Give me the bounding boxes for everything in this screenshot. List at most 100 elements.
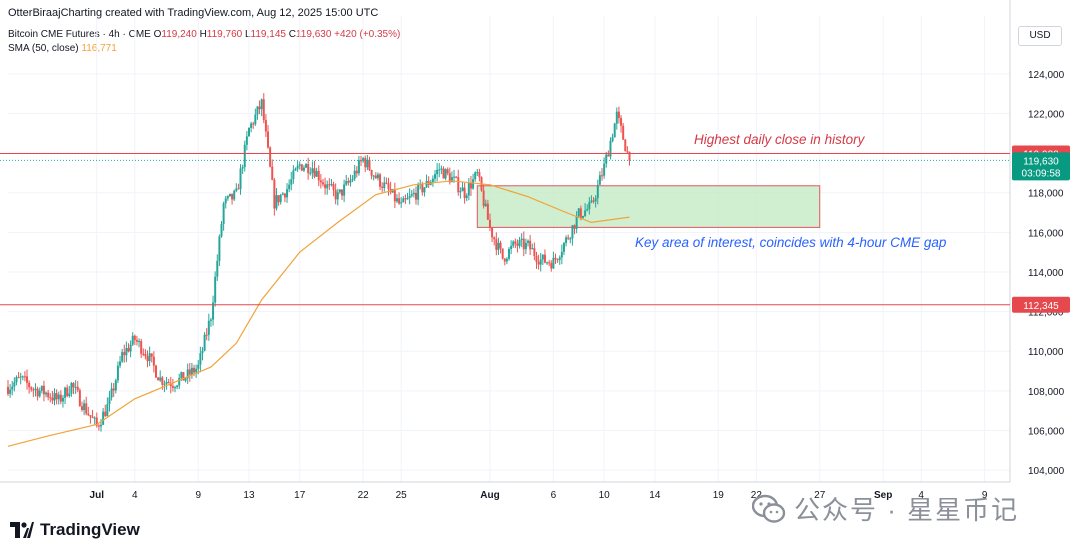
low-label: L [244,29,251,40]
candle-body [144,354,147,357]
candle-body [38,390,41,397]
candle-body [345,181,348,185]
candle-body [26,376,29,383]
chart-credit: OtterBiraajCharting created with Trading… [8,7,379,19]
symbol-legend: Bitcoin CME Futures · 4h · CME O119,240 … [8,29,400,40]
y-tick-label: 112,000 [1028,308,1064,319]
candle-body [573,225,576,229]
x-tick-label: 22 [358,490,370,501]
candle-body [176,385,179,388]
candle-body [121,352,124,362]
candle-body [615,111,618,124]
candle-body [281,193,284,195]
candle-body [83,403,86,410]
candle-body [138,341,141,343]
annotation-2: Key area of interest, coincides with 4-h… [635,235,947,250]
candle-body [159,377,162,381]
open-value: 119,240 [161,29,197,40]
candle-body [518,240,521,246]
candle-body [577,208,580,217]
candle-body [254,114,257,125]
candle-body [100,424,103,427]
candle-body [313,168,316,177]
candle-body [393,189,396,202]
candle-body [624,139,627,152]
candle-body [119,361,122,366]
brand-name: TradingView [40,520,140,539]
candle-body [271,166,274,180]
candle-body [30,387,33,390]
candle-body [379,174,382,187]
candle-body [355,170,358,174]
tradingview-logo-icon [10,522,34,538]
candle-body [571,225,574,239]
candle-body [273,179,276,209]
x-tick-label: 10 [599,490,611,501]
candle-body [216,260,219,277]
candle-body [406,197,409,200]
candle-body [231,193,234,200]
candle-body [611,137,614,141]
x-tick-label: 25 [396,490,408,501]
candle-body [565,237,568,244]
candle-body [353,170,356,179]
candle-body [36,388,39,397]
candle-body [317,170,320,181]
candle-body [307,164,310,174]
candle-body [554,257,557,260]
candle-body [180,372,183,378]
low-value: 119,145 [250,29,286,40]
candle-body [364,158,367,168]
candle-body [131,335,134,345]
candle-body [497,242,500,250]
candle-body [108,397,111,405]
candle-body [381,186,384,188]
candle-body [347,181,350,183]
currency-selector[interactable]: USD [1018,26,1062,46]
candle-body [349,180,352,183]
candle-body [584,210,587,217]
candle-body [290,179,293,185]
candle-body [343,184,346,196]
candle-body [531,248,534,250]
last-price-tag [1012,152,1070,181]
candle-body [11,386,14,390]
candle-body [478,172,481,178]
candle-body [32,389,35,391]
candle-body [228,193,231,197]
candle-body [321,182,324,185]
candle-body [169,383,172,387]
candle-body [543,254,546,263]
candle-body [330,184,333,186]
candle-body [324,184,327,189]
candle-body [431,178,434,183]
candle-body [171,386,174,388]
candle-body [461,187,464,192]
candle-body [469,183,472,189]
candle-body [220,224,223,237]
candle-body [510,245,513,250]
candle-body [269,147,272,167]
candle-body [414,192,417,200]
candle-body [622,125,625,140]
candle-body [262,99,265,121]
candle-body [133,335,136,341]
candle-body [195,368,198,373]
candle-body [226,196,229,199]
candle-body [558,257,561,260]
candle-body [114,380,117,391]
candle-body [116,365,119,381]
candle-body [178,377,181,386]
candle-body [305,164,308,168]
candle-body [224,198,227,204]
candle-body [579,208,582,218]
candle-body [372,175,375,177]
candle-body [436,169,439,175]
candle-body [598,175,601,185]
candle-body [57,394,60,400]
candle-body [235,188,238,191]
candle-body [366,159,369,168]
candle-body [76,386,79,391]
candle-body [448,173,451,183]
